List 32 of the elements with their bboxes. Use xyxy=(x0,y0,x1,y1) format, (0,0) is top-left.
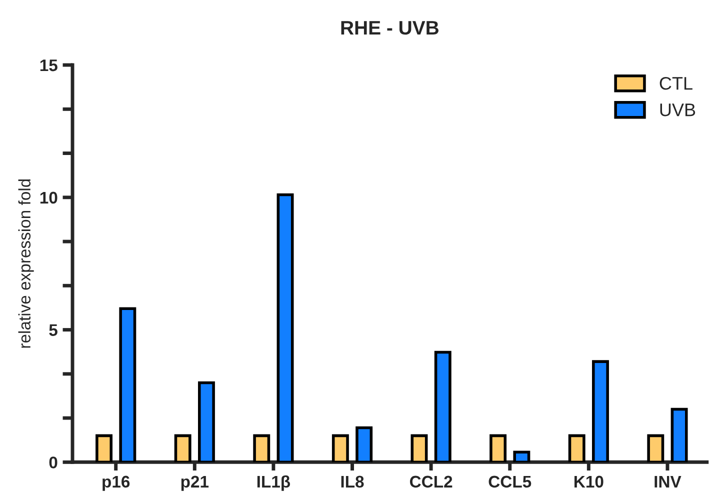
y-tick-label: 10 xyxy=(40,192,58,204)
bar xyxy=(568,434,586,462)
bar xyxy=(647,434,664,462)
x-tick-label: p21 xyxy=(181,476,209,491)
y-tick-label: 15 xyxy=(40,60,58,72)
bar xyxy=(434,350,452,462)
legend-label: CTL xyxy=(660,76,692,90)
x-tick-label: CCL2 xyxy=(410,476,452,488)
x-tick-label: INV xyxy=(654,476,682,488)
x-tick-label: p16 xyxy=(102,476,130,491)
bar xyxy=(119,307,136,462)
bar xyxy=(96,434,113,462)
bar xyxy=(356,426,373,462)
y-axis-title: relative expression fold xyxy=(18,179,34,348)
bar xyxy=(592,360,609,462)
x-tick-label: CCL5 xyxy=(488,476,532,488)
x-tick-label: K10 xyxy=(574,476,604,488)
bar xyxy=(253,434,270,462)
x-tick-label: IL8 xyxy=(341,476,364,488)
y-tick-label: 5 xyxy=(49,324,58,336)
bar xyxy=(670,408,688,462)
x-tick-label: IL1β xyxy=(257,475,290,491)
bar xyxy=(490,434,507,462)
bar xyxy=(198,381,215,462)
bar xyxy=(332,434,349,462)
bar xyxy=(276,193,294,462)
bar xyxy=(410,434,428,462)
y-tick-label: 0 xyxy=(49,456,58,468)
bar xyxy=(513,450,530,462)
chart-title: RHE - UVB xyxy=(341,21,438,35)
bar xyxy=(174,434,192,462)
legend-label: UVB xyxy=(660,104,696,116)
